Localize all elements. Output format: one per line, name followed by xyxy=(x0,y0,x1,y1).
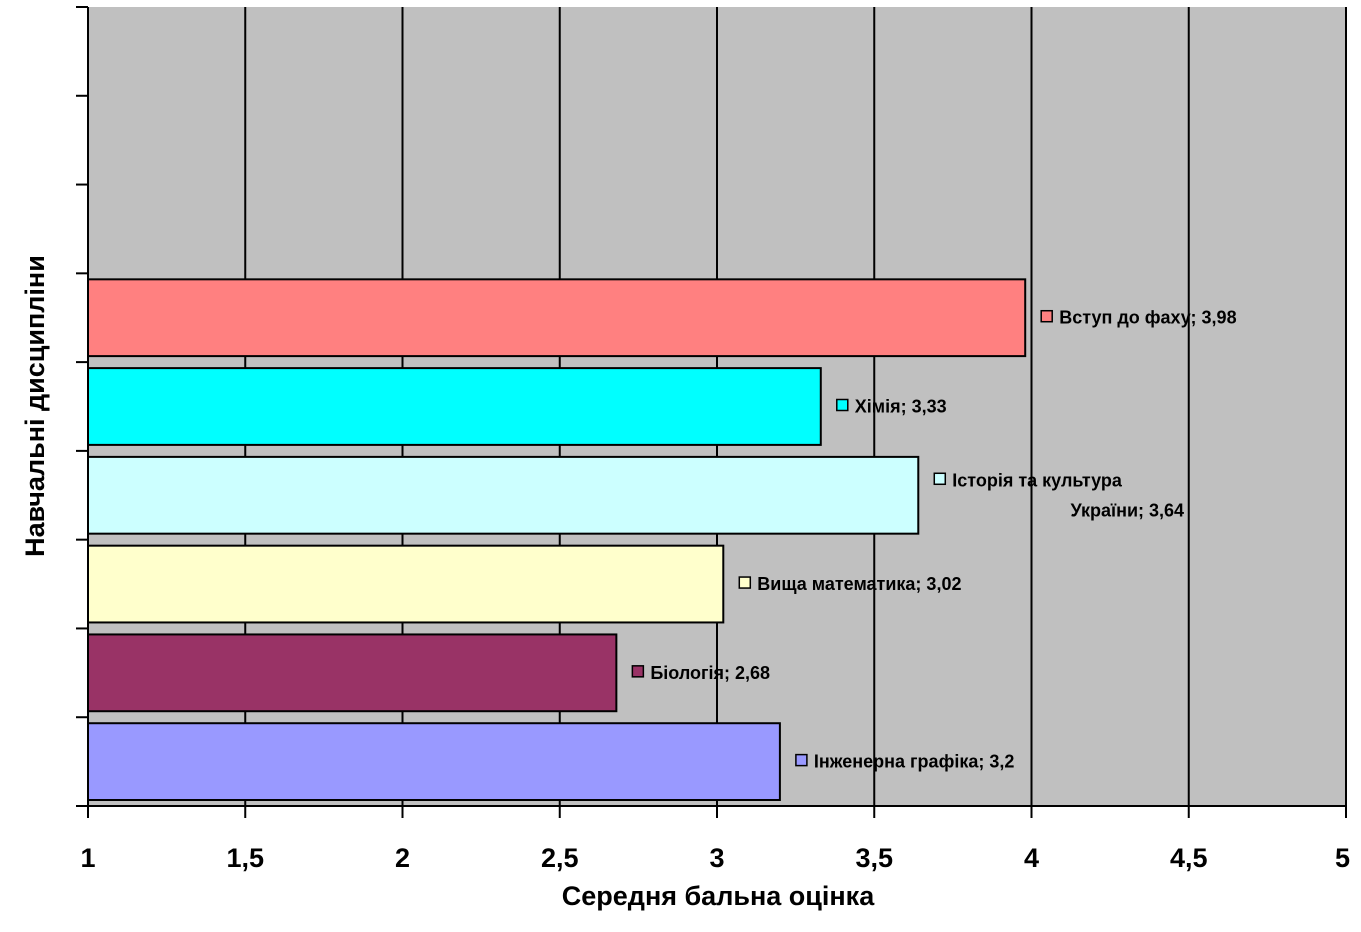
x-axis-title: Середня бальна оцінка xyxy=(562,881,875,911)
bar xyxy=(87,544,725,624)
x-tick-label: 1 xyxy=(80,843,95,873)
data-label: Хімія; 3,33 xyxy=(855,397,947,417)
data-label: Інженерна графіка; 3,2 xyxy=(814,752,1014,772)
legend-key xyxy=(795,753,808,767)
x-tick-label: 4,5 xyxy=(1170,843,1208,873)
x-tick-label: 4 xyxy=(1024,843,1039,873)
x-tick-label: 3,5 xyxy=(855,843,893,873)
x-tick-label: 5 xyxy=(1335,843,1350,873)
legend-key xyxy=(1040,309,1053,323)
bar xyxy=(87,278,1027,358)
data-label: Біологія; 2,68 xyxy=(650,663,770,683)
bar xyxy=(87,633,618,713)
data-label: Вступ до фаху; 3,98 xyxy=(1059,308,1236,328)
x-tick-label: 2 xyxy=(395,843,410,873)
axes xyxy=(76,6,1347,818)
tick-labels: 1 1,5 2 2,5 3 3,5 4 4,5 5 xyxy=(80,843,1350,873)
x-tick-label: 3 xyxy=(709,843,724,873)
data-label: України; 3,64 xyxy=(1070,500,1184,520)
legend-key xyxy=(836,398,849,412)
y-axis-title: Навчальні дисципліни xyxy=(20,255,50,557)
data-label: Історія та культура xyxy=(952,470,1123,490)
legend-key xyxy=(631,665,645,678)
legend-key xyxy=(738,576,752,589)
legend-key xyxy=(933,472,947,486)
x-tick-label: 1,5 xyxy=(226,843,264,873)
x-tick-label: 2,5 xyxy=(541,843,579,873)
bar xyxy=(87,722,781,802)
bar xyxy=(87,455,920,535)
data-labels: Інженерна графіка; 3,2 Біологія; 2,68 Вища… xyxy=(631,308,1237,772)
bar xyxy=(87,367,822,446)
data-label: Вища математика; 3,02 xyxy=(757,574,961,594)
